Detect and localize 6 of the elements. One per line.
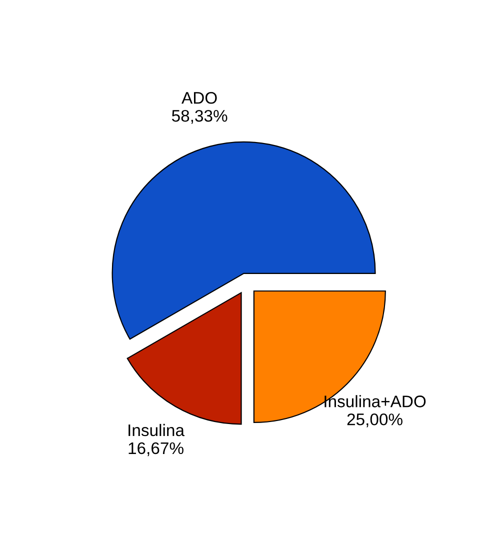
slice-label: ADO: [182, 92, 217, 104]
data-label: 58,33%: [172, 110, 228, 124]
slice-label: Insulina: [128, 424, 184, 436]
slice-label: Insulina+ADO: [324, 395, 426, 408]
data-label: 16,67%: [128, 442, 184, 456]
data-label: 25,00%: [347, 413, 402, 428]
